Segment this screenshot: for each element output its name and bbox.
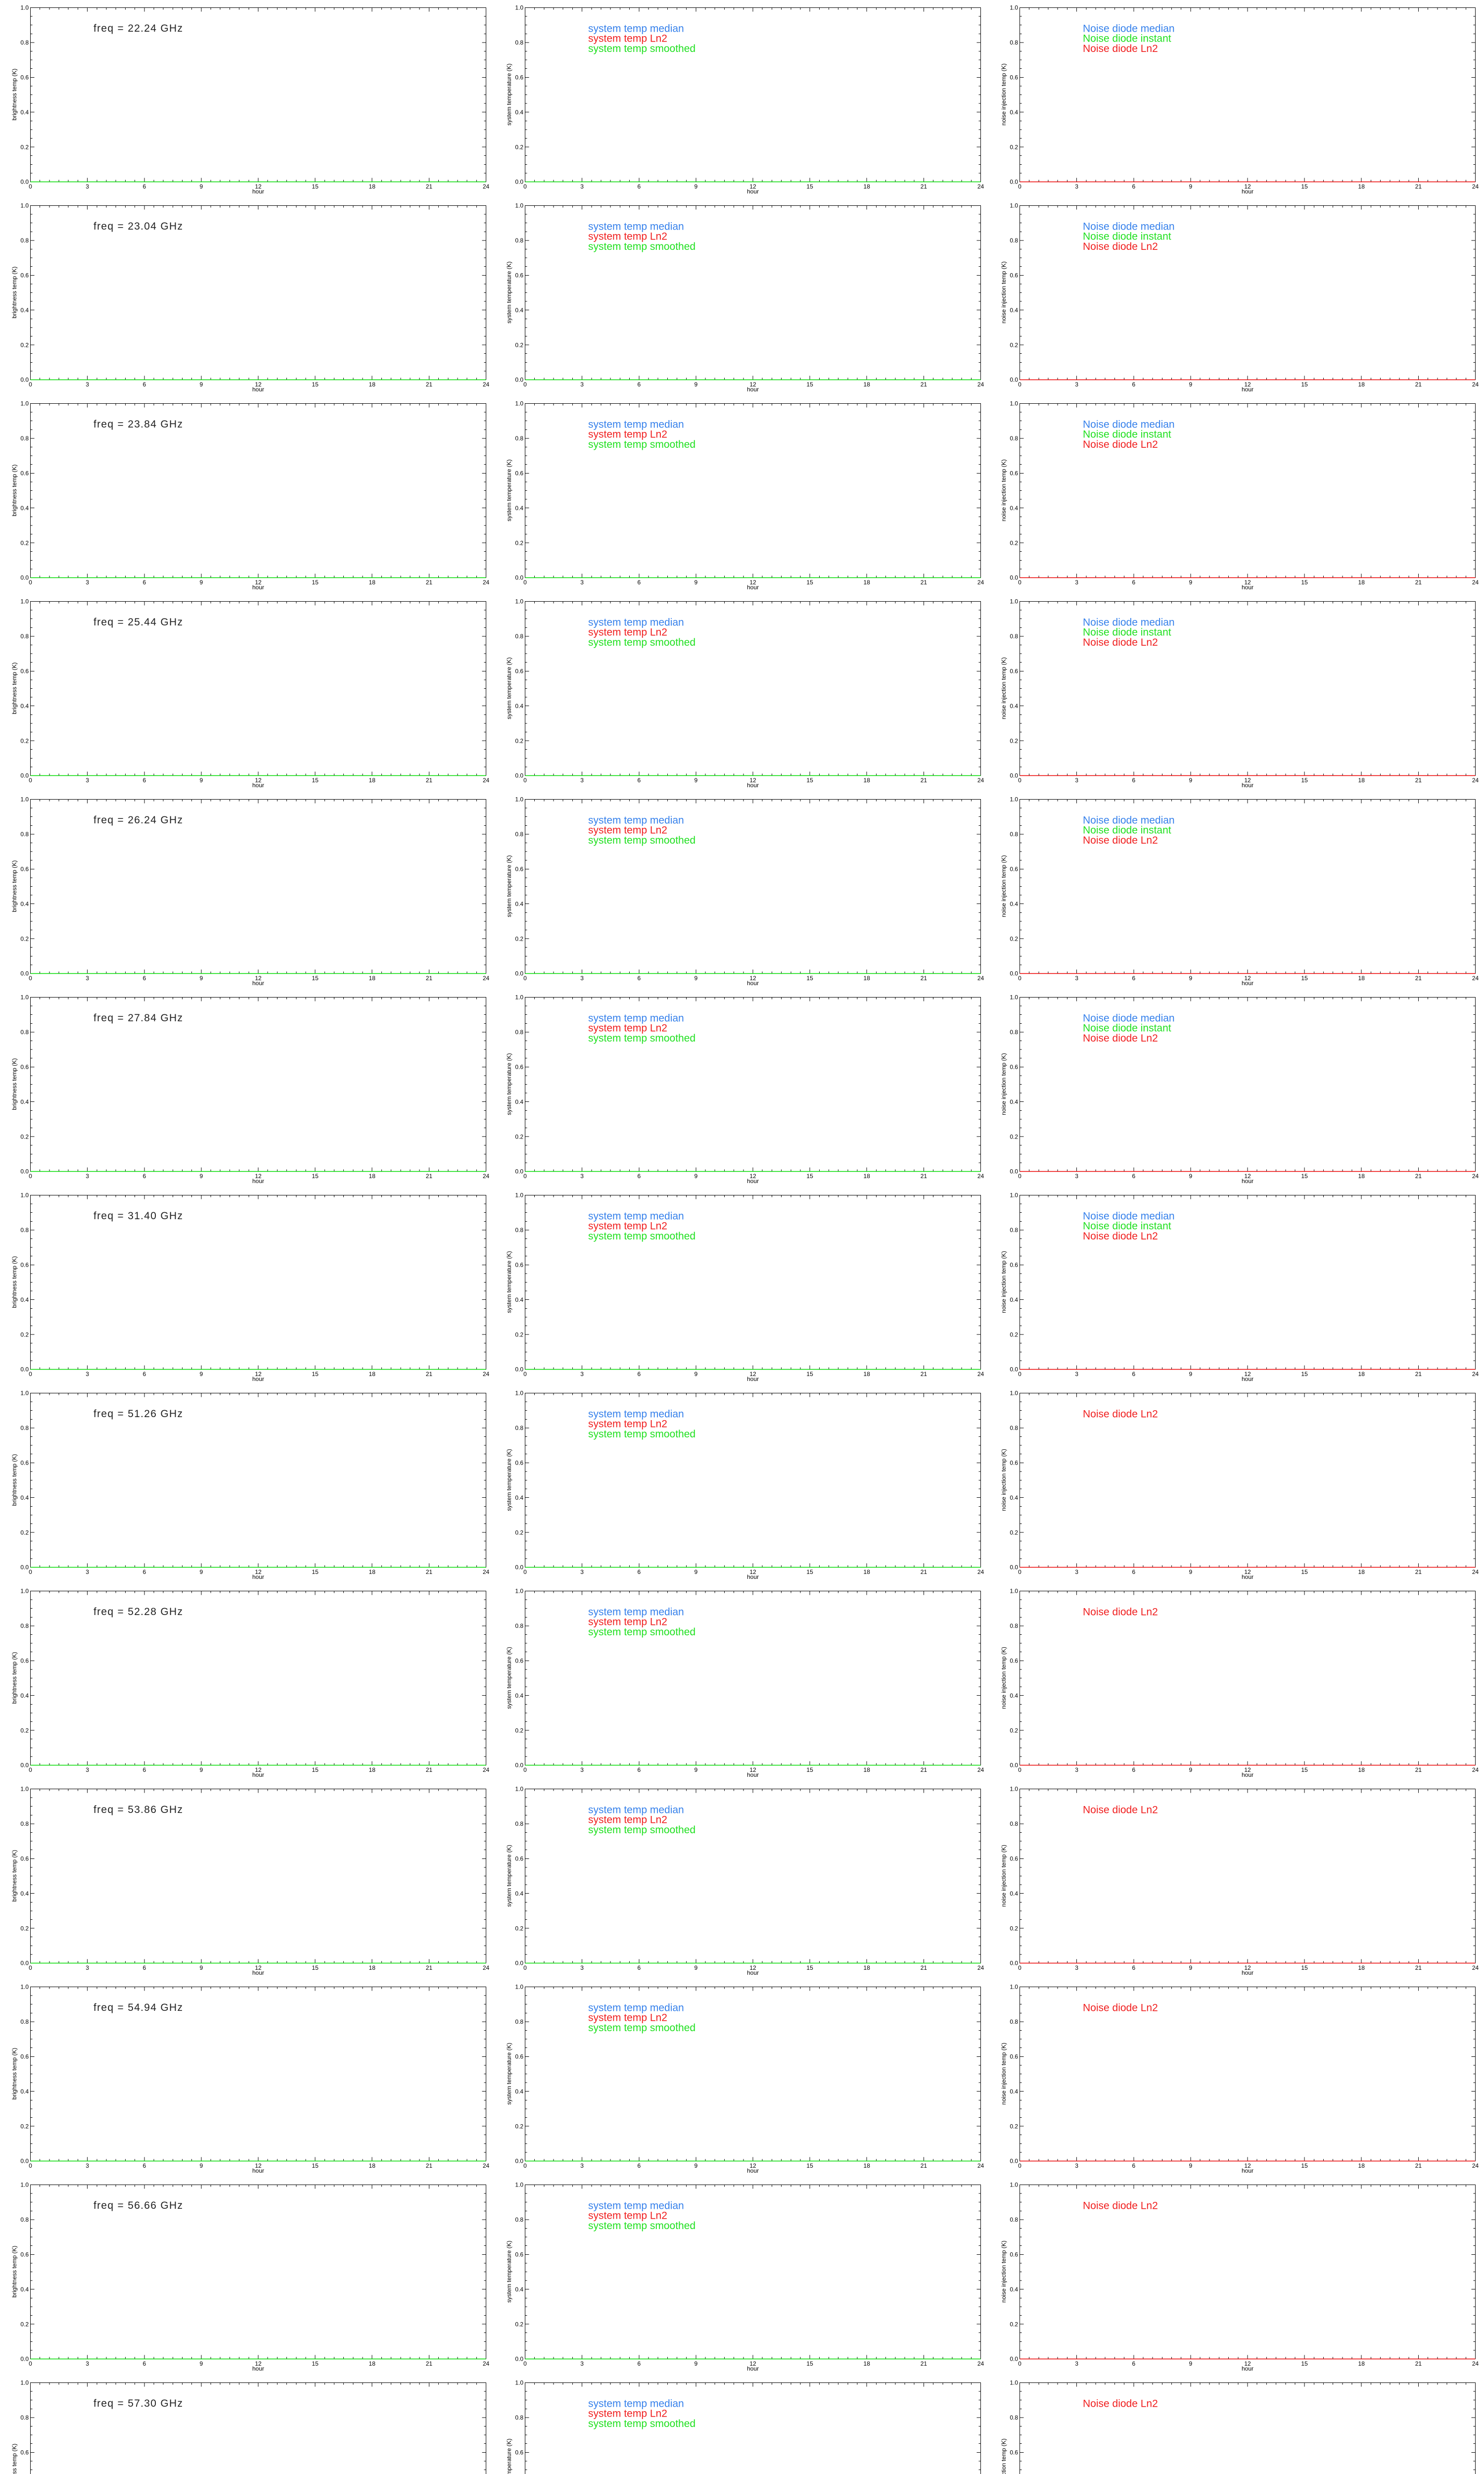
svg-text:freq = 57.30 GHz: freq = 57.30 GHz — [93, 2398, 183, 2409]
svg-text:freq = 25.44 GHz: freq = 25.44 GHz — [93, 617, 183, 628]
svg-text:freq = 26.24 GHz: freq = 26.24 GHz — [93, 814, 183, 826]
svg-text:freq = 52.28 GHz: freq = 52.28 GHz — [93, 1606, 183, 1618]
svg-text:freq = 56.66 GHz: freq = 56.66 GHz — [93, 2200, 183, 2211]
svg-text:freq = 54.94 GHz: freq = 54.94 GHz — [93, 2002, 183, 2013]
svg-text:freq = 23.84 GHz: freq = 23.84 GHz — [93, 419, 183, 430]
svg-text:freq = 51.26 GHz: freq = 51.26 GHz — [93, 1408, 183, 1420]
svg-text:freq = 27.84 GHz: freq = 27.84 GHz — [93, 1012, 183, 1024]
svg-text:freq = 22.24 GHz: freq = 22.24 GHz — [93, 23, 183, 34]
svg-text:freq = 53.86 GHz: freq = 53.86 GHz — [93, 1804, 183, 1815]
svg-text:freq = 31.40 GHz: freq = 31.40 GHz — [93, 1210, 183, 1222]
svg-text:freq = 23.04 GHz: freq = 23.04 GHz — [93, 221, 183, 232]
